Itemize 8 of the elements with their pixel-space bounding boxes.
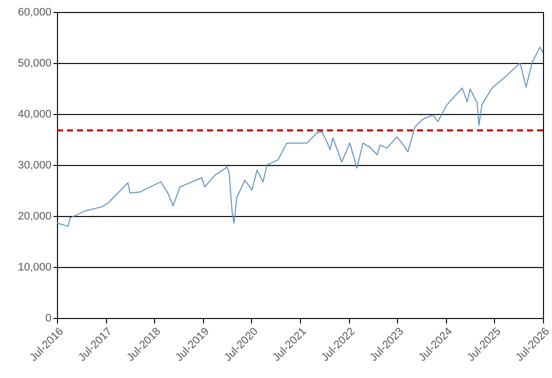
y-tick-label: 10,000 [18,262,52,274]
y-tick-label: 20,000 [18,210,52,222]
y-tick-label: 0 [45,312,52,324]
y-tick-label: 60,000 [18,6,52,18]
y-tick-label: 40,000 [18,108,52,120]
y-tick-label: 30,000 [18,160,52,172]
line-series [56,46,544,227]
y-tick-label: 50,000 [18,58,52,70]
